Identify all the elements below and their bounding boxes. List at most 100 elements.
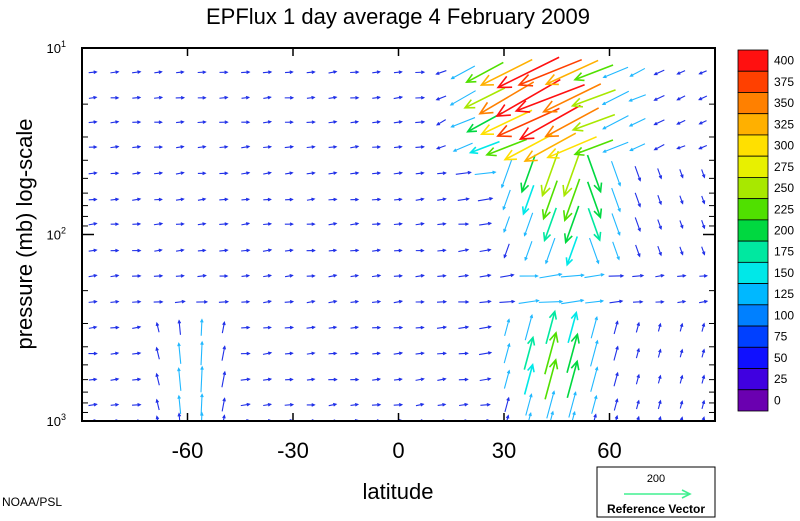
flux-vector bbox=[153, 222, 164, 226]
colorbar-swatch bbox=[737, 304, 769, 327]
flux-vector bbox=[653, 144, 665, 151]
flux-vector bbox=[657, 348, 662, 358]
flux-vector bbox=[219, 197, 229, 202]
flux-vector bbox=[372, 222, 382, 226]
flux-vector bbox=[459, 402, 469, 407]
flux-vector bbox=[518, 104, 581, 140]
flux-vector bbox=[586, 181, 603, 220]
flux-vector bbox=[263, 299, 272, 304]
flux-vector bbox=[415, 377, 425, 382]
flux-vector bbox=[657, 245, 662, 257]
flux-vector bbox=[658, 415, 662, 421]
flux-vector bbox=[601, 90, 630, 106]
flux-vector bbox=[177, 342, 182, 364]
flux-vector bbox=[524, 241, 533, 262]
flux-vector bbox=[657, 399, 662, 410]
flux-vector bbox=[197, 70, 207, 75]
colorbar-label: 225 bbox=[774, 202, 794, 216]
flux-vector bbox=[545, 237, 556, 265]
flux-vector bbox=[153, 300, 164, 304]
flux-vector bbox=[132, 95, 142, 100]
flux-vector bbox=[372, 70, 381, 74]
flux-vector bbox=[197, 248, 207, 253]
x-tick-label: 30 bbox=[492, 438, 516, 463]
flux-vector bbox=[573, 64, 614, 82]
flux-vector bbox=[284, 403, 295, 407]
flux-vector bbox=[657, 195, 662, 206]
colorbar-label: 350 bbox=[774, 96, 794, 110]
flux-vector bbox=[500, 273, 515, 278]
flux-vector bbox=[306, 299, 316, 304]
flux-vector bbox=[485, 138, 528, 157]
flux-vector bbox=[200, 365, 204, 393]
flux-vector bbox=[219, 120, 229, 124]
flux-vector bbox=[88, 222, 98, 226]
flux-vector bbox=[546, 390, 556, 419]
flux-vector bbox=[218, 300, 230, 304]
colorbar-label: 400 bbox=[774, 54, 794, 68]
flux-vector bbox=[263, 274, 273, 278]
flux-vector bbox=[437, 171, 447, 175]
flux-vector bbox=[676, 95, 686, 101]
flux-vector bbox=[701, 169, 706, 179]
reference-vector-legend: 200 Reference Vector bbox=[596, 466, 716, 518]
flux-vector bbox=[176, 145, 185, 149]
flux-vector bbox=[241, 274, 251, 278]
flux-vector bbox=[350, 248, 360, 253]
flux-vector bbox=[350, 145, 360, 149]
flux-vector bbox=[219, 222, 229, 226]
flux-vector bbox=[657, 219, 662, 230]
flux-vector bbox=[200, 393, 204, 416]
flux-vector bbox=[657, 322, 662, 332]
flux-vector bbox=[677, 274, 687, 278]
flux-vector bbox=[110, 351, 120, 356]
flux-vector bbox=[110, 145, 120, 149]
flux-vector bbox=[132, 171, 142, 175]
flux-vector bbox=[701, 195, 706, 205]
colorbar-swatch bbox=[737, 283, 769, 306]
flux-vector bbox=[545, 309, 558, 345]
flux-vector bbox=[458, 351, 469, 356]
flux-vector bbox=[154, 95, 164, 100]
flux-vector bbox=[88, 325, 98, 330]
flux-vector bbox=[609, 299, 624, 304]
flux-vector bbox=[263, 95, 272, 100]
flux-vector bbox=[632, 273, 645, 278]
flux-vector bbox=[500, 159, 513, 189]
flux-vector bbox=[701, 220, 706, 230]
flux-vector bbox=[88, 274, 98, 278]
flux-vector bbox=[629, 143, 646, 152]
colorbar-label: 275 bbox=[774, 160, 794, 174]
flux-vector bbox=[479, 58, 533, 86]
flux-vector bbox=[415, 197, 425, 202]
flux-vector bbox=[611, 187, 621, 213]
colorbar-swatch bbox=[737, 240, 769, 263]
flux-vector bbox=[602, 66, 629, 79]
flux-vector bbox=[328, 197, 338, 202]
flux-vector bbox=[699, 274, 709, 278]
flux-vector bbox=[571, 113, 616, 132]
flux-vector bbox=[477, 197, 494, 202]
flux-vector bbox=[415, 351, 425, 356]
flux-vector bbox=[306, 120, 316, 124]
colorbar-label: 375 bbox=[774, 75, 794, 89]
flux-vector bbox=[657, 374, 662, 384]
flux-vector bbox=[263, 222, 273, 226]
flux-vector bbox=[132, 300, 142, 304]
flux-vector bbox=[570, 89, 616, 108]
flux-vector bbox=[450, 65, 476, 80]
flux-vector bbox=[372, 95, 381, 100]
flux-vector bbox=[635, 321, 641, 333]
flux-vector bbox=[589, 237, 600, 265]
flux-vector bbox=[699, 299, 709, 304]
flux-vector bbox=[415, 145, 425, 149]
flux-vector bbox=[328, 274, 338, 278]
flux-vector bbox=[306, 197, 316, 202]
flux-vector bbox=[110, 70, 120, 74]
flux-vector bbox=[502, 189, 511, 211]
colorbar-label: 100 bbox=[774, 308, 794, 322]
colorbar-label: 150 bbox=[774, 266, 794, 280]
y-axis: 101 102 103 bbox=[47, 39, 715, 429]
flux-vector bbox=[219, 145, 229, 149]
x-axis: -60 -30 0 30 60 bbox=[172, 48, 622, 463]
